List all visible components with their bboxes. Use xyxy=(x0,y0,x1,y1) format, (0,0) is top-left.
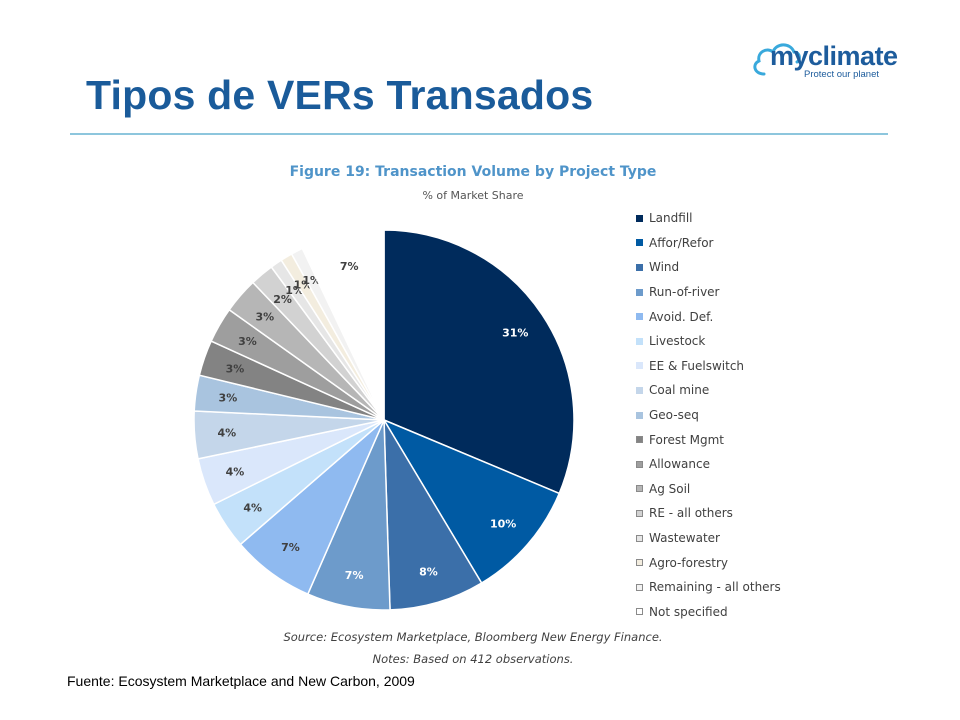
legend-label: Wastewater xyxy=(649,531,720,546)
legend-swatch xyxy=(636,608,643,616)
legend-item: Wastewater xyxy=(636,526,781,551)
legend-item: RE - all others xyxy=(636,501,781,526)
legend-label: Coal mine xyxy=(649,383,710,398)
pie-label-1: 31% xyxy=(502,327,528,340)
pie-slice-17 xyxy=(301,229,385,421)
legend-item: Ag Soil xyxy=(636,477,781,502)
logo-tagline: Protect our planet xyxy=(804,69,879,80)
legend-swatch xyxy=(636,411,643,419)
myclimate-logo: myclimate Protect our planet xyxy=(750,34,900,82)
legend-item: Agro-forestry xyxy=(636,550,781,575)
legend-item: Allowance xyxy=(636,452,781,477)
legend-swatch xyxy=(636,239,643,247)
legend-label: Wind xyxy=(649,260,680,275)
pie-slice-1 xyxy=(383,229,575,495)
legend-item: Run-of-river xyxy=(636,280,781,305)
legend-label: Geo-seq xyxy=(649,408,699,423)
legend-label: Forest Mgmt xyxy=(649,432,725,447)
pie-label-8: 4% xyxy=(217,426,236,439)
legend-swatch xyxy=(636,362,643,370)
legend-label: Agro-forestry xyxy=(649,555,729,570)
slide-title: Tipos de VERs Transados xyxy=(86,72,594,118)
chart-title: Figure 19: Transaction Volume by Project… xyxy=(289,164,657,180)
slide-footnote: Fuente: Ecosystem Marketplace and New Ca… xyxy=(67,673,415,689)
legend-label: Not specified xyxy=(649,604,728,619)
legend-swatch xyxy=(636,386,643,394)
legend-item: Affor/Refor xyxy=(636,231,781,256)
cloud-icon xyxy=(753,43,801,76)
legend-label: Avoid. Def. xyxy=(649,309,714,324)
legend-label: Allowance xyxy=(649,457,710,472)
pie-label-12: 3% xyxy=(255,311,274,324)
pie-label-17: 7% xyxy=(340,260,359,273)
legend-label: EE & Fuelswitch xyxy=(649,358,745,373)
chart-subtitle: % of Market Share xyxy=(422,189,524,202)
legend-swatch xyxy=(636,288,643,296)
legend-item: Livestock xyxy=(636,329,781,354)
pie-label-13: 2% xyxy=(273,293,292,306)
legend-swatch xyxy=(636,485,643,493)
legend-swatch xyxy=(636,313,643,321)
pie-slice-3 xyxy=(383,417,483,611)
pie-label-2: 10% xyxy=(490,517,516,530)
pie-slice-2 xyxy=(382,418,561,585)
title-divider xyxy=(70,133,888,135)
legend-label: Remaining - all others xyxy=(649,580,781,595)
legend-label: Landfill xyxy=(649,211,693,226)
legend-swatch xyxy=(636,534,643,542)
pie-label-4: 7% xyxy=(345,569,364,582)
legend-item: Wind xyxy=(636,255,781,280)
legend-swatch xyxy=(636,583,643,591)
legend-label: Affor/Refor xyxy=(649,235,714,250)
pie-label-9: 3% xyxy=(219,392,238,405)
chart-notes: Notes: Based on 412 observations. xyxy=(372,652,574,666)
chart-source: Source: Ecosystem Marketplace, Bloomberg… xyxy=(283,630,663,644)
legend-label: RE - all others xyxy=(649,506,733,521)
legend-swatch xyxy=(636,214,643,222)
pie-label-11: 3% xyxy=(238,335,257,348)
pie-label-5: 7% xyxy=(281,541,300,554)
pie-label-10: 3% xyxy=(226,362,245,375)
legend-item: Landfill xyxy=(636,206,781,231)
legend-swatch xyxy=(636,436,643,444)
legend-label: Run-of-river xyxy=(649,285,720,300)
legend-item: Remaining - all others xyxy=(636,575,781,600)
legend-item: Forest Mgmt xyxy=(636,427,781,452)
legend-item: Geo-seq xyxy=(636,403,781,428)
logo-wordmark: myclimate xyxy=(770,41,898,71)
legend-swatch xyxy=(636,460,643,468)
legend-swatch xyxy=(636,337,643,345)
pie-label-3: 8% xyxy=(419,565,438,578)
legend-swatch xyxy=(636,509,643,517)
pie-label-7: 4% xyxy=(226,466,245,479)
legend-label: Livestock xyxy=(649,334,706,349)
legend-item: EE & Fuelswitch xyxy=(636,354,781,379)
legend-item: Not specified xyxy=(636,600,781,625)
pie-label-6: 4% xyxy=(243,501,262,514)
chart-legend: Landfill Affor/Refor Wind Run-of-river Avoid… xyxy=(636,206,781,624)
legend-swatch xyxy=(636,559,643,567)
legend-label: Ag Soil xyxy=(649,481,691,496)
legend-item: Coal mine xyxy=(636,378,781,403)
legend-item: Avoid. Def. xyxy=(636,304,781,329)
legend-swatch xyxy=(636,263,643,271)
